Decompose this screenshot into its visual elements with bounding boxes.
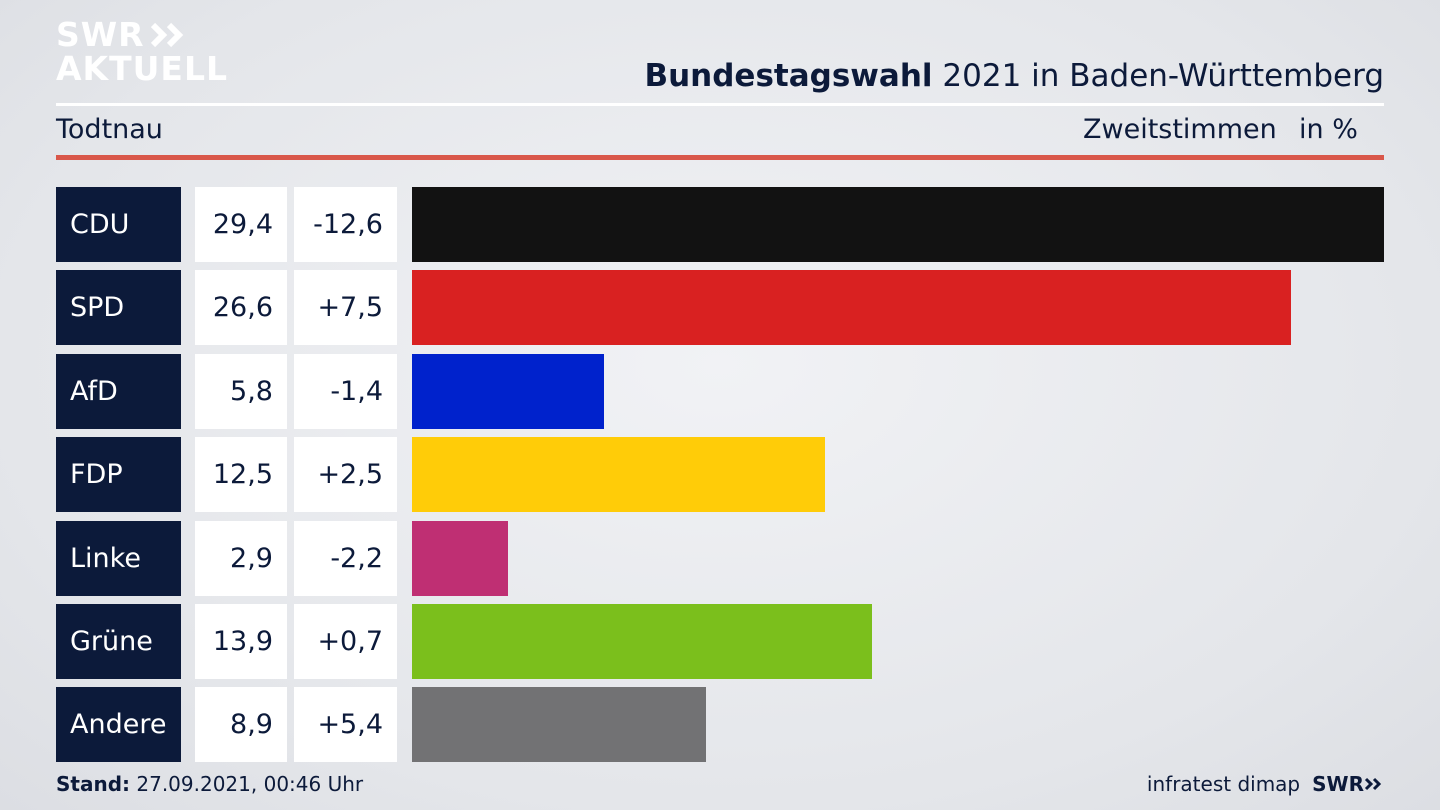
party-label: AfD bbox=[56, 353, 181, 429]
swr-aktuell-logo: SWR AKTUELL bbox=[56, 18, 228, 86]
chart-row: CDU 29,4 -12,6 bbox=[56, 187, 1384, 262]
bar-afd bbox=[412, 353, 604, 429]
vote-share-value: 8,9 bbox=[195, 687, 287, 763]
party-label: FDP bbox=[56, 437, 181, 513]
party-label: Linke bbox=[56, 520, 181, 596]
bar-andere bbox=[412, 687, 706, 763]
page-title: Bundestagswahl 2021 in Baden-Württemberg bbox=[644, 58, 1384, 94]
bar-fdp bbox=[412, 437, 825, 513]
change-value: +5,4 bbox=[294, 687, 397, 763]
bar-grüne bbox=[412, 604, 872, 679]
stand-value: 27.09.2021, 00:46 Uhr bbox=[130, 772, 364, 796]
chart-row: SPD 26,6 +7,5 bbox=[56, 270, 1384, 346]
chart-row: Andere 8,9 +5,4 bbox=[56, 687, 1384, 763]
brand-text: SWR bbox=[1312, 772, 1364, 796]
chart-row: FDP 12,5 +2,5 bbox=[56, 437, 1384, 513]
change-value: +0,7 bbox=[294, 604, 397, 679]
vote-share-value: 13,9 bbox=[195, 604, 287, 679]
source-label: infratest dimap bbox=[1146, 772, 1301, 796]
double-chevron-icon bbox=[1364, 777, 1382, 791]
vote-share-value: 29,4 bbox=[195, 187, 287, 262]
bar-spd bbox=[412, 270, 1291, 346]
chart-row: Linke 2,9 -2,2 bbox=[56, 520, 1384, 596]
title-bold: Bundestagswahl bbox=[644, 58, 933, 94]
stand-label: Stand: bbox=[56, 772, 131, 796]
change-value: +7,5 bbox=[294, 270, 397, 346]
vote-share-value: 12,5 bbox=[195, 437, 287, 513]
logo-line1: SWR bbox=[56, 15, 145, 54]
change-value: -1,4 bbox=[294, 353, 397, 429]
footer-credits: infratest dimap SWR bbox=[1147, 772, 1384, 796]
change-value: -2,2 bbox=[294, 520, 397, 596]
place-name: Todtnau bbox=[56, 114, 163, 145]
measure-label: Zweitstimmen bbox=[1083, 114, 1277, 145]
title-rest: 2021 in Baden-Württemberg bbox=[932, 58, 1384, 94]
vote-share-value: 2,9 bbox=[195, 520, 287, 596]
bar-linke bbox=[412, 520, 508, 596]
logo-line2: AKTUELL bbox=[56, 49, 229, 88]
timestamp: Stand: 27.09.2021, 00:46 Uhr bbox=[56, 772, 363, 796]
vote-share-value: 26,6 bbox=[195, 270, 287, 346]
party-label: Andere bbox=[56, 687, 181, 763]
unit-label: in % bbox=[1299, 114, 1358, 145]
party-label: CDU bbox=[56, 187, 181, 262]
double-chevron-icon bbox=[150, 22, 183, 48]
vote-share-value: 5,8 bbox=[195, 353, 287, 429]
accent-divider bbox=[56, 155, 1384, 160]
party-label: Grüne bbox=[56, 604, 181, 679]
header-divider bbox=[56, 103, 1384, 106]
change-value: +2,5 bbox=[294, 437, 397, 513]
chart-row: AfD 5,8 -1,4 bbox=[56, 353, 1384, 429]
party-label: SPD bbox=[56, 270, 181, 346]
bar-cdu bbox=[412, 187, 1384, 262]
chart-row: Grüne 13,9 +0,7 bbox=[56, 604, 1384, 679]
swr-brand: SWR bbox=[1312, 772, 1384, 796]
change-value: -12,6 bbox=[294, 187, 397, 262]
